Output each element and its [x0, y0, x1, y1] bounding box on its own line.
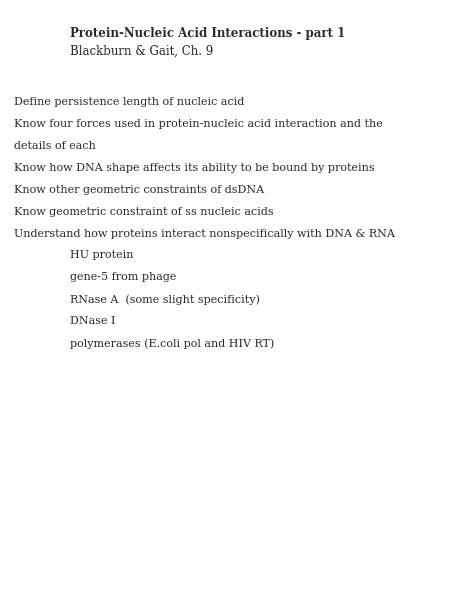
Text: details of each: details of each [14, 141, 95, 151]
Text: gene-5 from phage: gene-5 from phage [70, 272, 176, 283]
Text: DNase I: DNase I [70, 316, 115, 326]
Text: Understand how proteins interact nonspecifically with DNA & RNA: Understand how proteins interact nonspec… [14, 229, 394, 239]
Text: Know other geometric constraints of dsDNA: Know other geometric constraints of dsDN… [14, 185, 264, 195]
Text: Know how DNA shape affects its ability to be bound by proteins: Know how DNA shape affects its ability t… [14, 163, 374, 173]
Text: Protein-Nucleic Acid Interactions - part 1: Protein-Nucleic Acid Interactions - part… [70, 27, 345, 40]
Text: Define persistence length of nucleic acid: Define persistence length of nucleic aci… [14, 97, 244, 107]
Text: RNase A  (some slight specificity): RNase A (some slight specificity) [70, 294, 260, 305]
Text: polymerases (E.coli pol and HIV RT): polymerases (E.coli pol and HIV RT) [70, 338, 274, 349]
Text: Know four forces used in protein-nucleic acid interaction and the: Know four forces used in protein-nucleic… [14, 119, 382, 129]
Text: Know geometric constraint of ss nucleic acids: Know geometric constraint of ss nucleic … [14, 206, 273, 217]
Text: Blackburn & Gait, Ch. 9: Blackburn & Gait, Ch. 9 [70, 45, 213, 58]
Text: HU protein: HU protein [70, 250, 133, 260]
